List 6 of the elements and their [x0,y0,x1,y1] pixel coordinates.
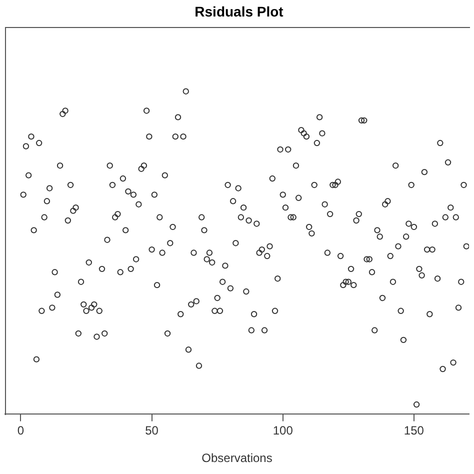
chart-title: Rsiduals Plot [194,3,284,20]
x-tick-label: 50 [145,424,159,438]
x-tick-label: 0 [17,424,24,438]
x-tick-label: 100 [272,424,294,438]
x-axis-title: Observations [202,451,272,466]
x-tick-label: 150 [404,424,424,438]
